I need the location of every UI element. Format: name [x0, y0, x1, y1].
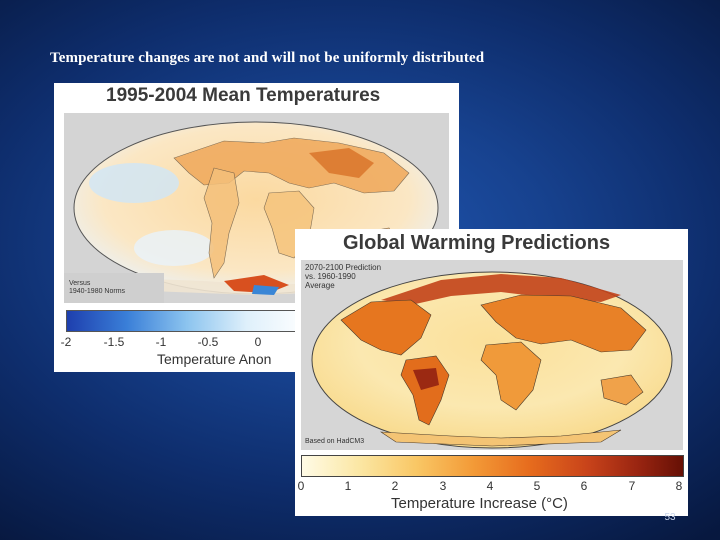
- figure-2-tick-5: 5: [530, 479, 544, 493]
- figure-2-tick-4: 4: [483, 479, 497, 493]
- figure-1-title: 1995-2004 Mean Temperatures: [106, 85, 380, 107]
- figure-1-tick-1: -1.5: [99, 335, 129, 349]
- figure-2-tick-1: 1: [341, 479, 355, 493]
- figure-1-tick-4: 0: [248, 335, 268, 349]
- figure-1-colorbar: [66, 310, 308, 332]
- slide-title: Temperature changes are not and will not…: [50, 50, 650, 67]
- figure-2-tick-0: 0: [294, 479, 308, 493]
- figure-2-map-frame: 2070-2100 Prediction vs. 1960-1990 Avera…: [301, 260, 683, 450]
- figure-1-colorbar-title: Temperature Anon: [157, 351, 271, 367]
- figure-1-tick-0: -2: [54, 335, 78, 349]
- figure-1-note: Versus 1940-1980 Norms: [69, 280, 125, 296]
- figure-2-colorbar-title: Temperature Increase (°C): [391, 495, 568, 512]
- figure-2-note: 2070-2100 Prediction vs. 1960-1990 Avera…: [305, 263, 381, 291]
- figure-2-tick-2: 2: [388, 479, 402, 493]
- figure-2-note-line-3: Average: [305, 281, 381, 290]
- figure-2-colorbar: [301, 455, 684, 477]
- figure-2-tick-8: 8: [672, 479, 686, 493]
- figure-1-tick-2: -1: [149, 335, 173, 349]
- figure-2-note-line-2: vs. 1960-1990: [305, 272, 381, 281]
- slide-page-number: 53: [648, 512, 692, 523]
- figure-2-tick-6: 6: [577, 479, 591, 493]
- figure-warming-predictions: Global Warming Predictions: [295, 229, 688, 516]
- figure-1-note-line-1: Versus: [69, 280, 125, 288]
- figure-2-source: Based on HadCM3: [305, 438, 364, 446]
- figure-2-tick-7: 7: [625, 479, 639, 493]
- figure-2-title: Global Warming Predictions: [343, 232, 610, 255]
- figure-2-note-line-1: 2070-2100 Prediction: [305, 263, 381, 272]
- figure-2-tick-3: 3: [436, 479, 450, 493]
- figure-1-note-line-2: 1940-1980 Norms: [69, 288, 125, 296]
- figure-1-tick-3: -0.5: [190, 335, 226, 349]
